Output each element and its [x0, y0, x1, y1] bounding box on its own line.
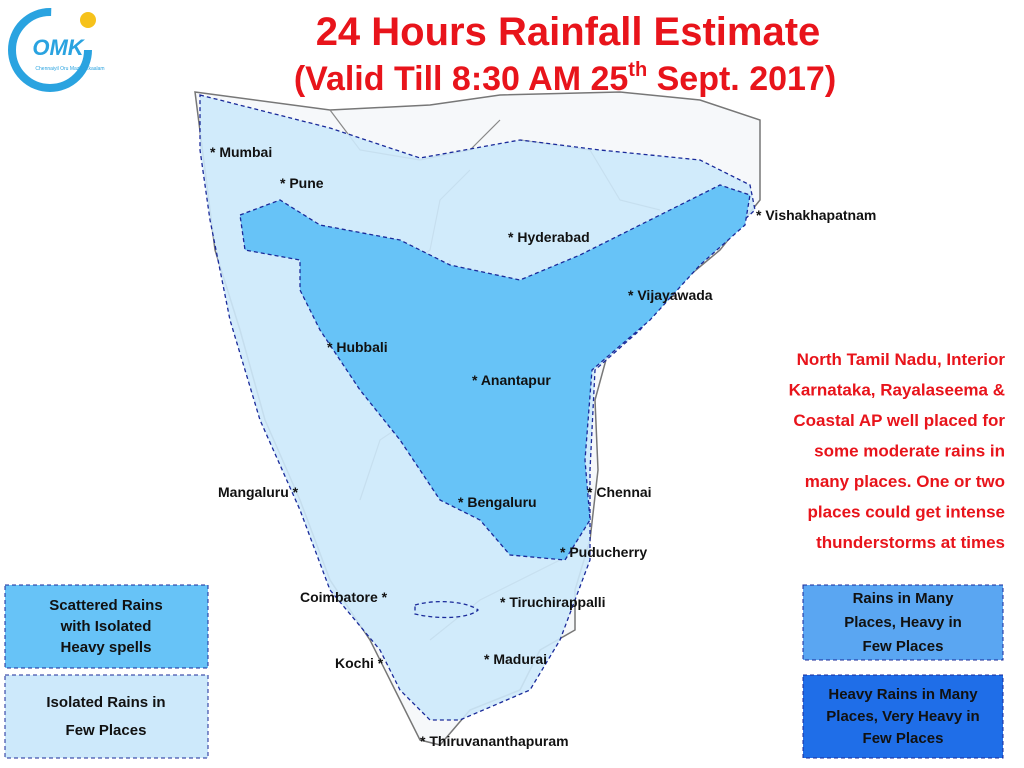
city-label: Coimbatore * — [300, 589, 388, 605]
legend-text: Few Places — [863, 730, 944, 747]
city-label: * Vishakhapatnam — [756, 207, 876, 223]
subtitle-text: Sept. 2017) — [647, 60, 836, 98]
logo-tagline: Chennaiyil Oru Mazhaikkaalam — [35, 66, 104, 72]
legend-text: Few Places — [66, 722, 147, 739]
logo-ring — [8, 8, 92, 92]
note-line: North Tamil Nadu, Interior — [797, 350, 1006, 369]
subtitle-text: (Valid Till 8:30 AM 25 — [294, 60, 628, 98]
legend-box — [4, 584, 209, 669]
legend-text: Few Places — [863, 638, 944, 655]
city-label: * Madurai — [484, 651, 547, 667]
legend-text: Heavy Rains in Many — [828, 686, 978, 703]
legend-box — [802, 584, 1004, 661]
city-label: * Pune — [280, 175, 324, 191]
city-label: * Thiruvananthapuram — [420, 733, 569, 749]
legend-text: Places, Heavy in — [844, 614, 962, 631]
note-line: thunderstorms at times — [816, 533, 1005, 552]
note-line: some moderate rains in — [814, 442, 1005, 461]
note-line: places could get intense — [808, 503, 1005, 522]
legend-text: Rains in Many — [853, 590, 955, 607]
title: 24 Hours Rainfall Estimate — [316, 10, 821, 54]
city-label: Kochi * — [335, 655, 384, 671]
note-line: many places. One or two — [805, 472, 1005, 491]
legend-text: Isolated Rains in — [46, 694, 165, 711]
city-label: * Tiruchirappalli — [500, 594, 606, 610]
note-line: Karnataka, Rayalaseema & — [789, 381, 1005, 400]
isolated-rain-blob — [414, 600, 479, 619]
legend-text: Scattered Rains — [49, 597, 162, 614]
city-label: Mangaluru * — [218, 484, 299, 500]
city-label: * Hyderabad — [508, 229, 590, 245]
city-label: * Anantapur — [472, 372, 551, 388]
legend-box — [4, 674, 209, 759]
note-line: Coastal AP well placed for — [793, 411, 1005, 430]
legend-box — [802, 674, 1004, 759]
logo-text: OMK — [32, 35, 85, 60]
city-label: * Chennai — [587, 484, 652, 500]
subtitle-sup: th — [628, 59, 647, 81]
legend-text: with Isolated — [60, 618, 152, 635]
city-label: * Vijayawada — [628, 287, 713, 303]
city-label: * Bengaluru — [458, 494, 537, 510]
city-label: * Mumbai — [210, 144, 272, 160]
legend-text: Places, Very Heavy in — [826, 708, 979, 725]
scattered-rain-region — [239, 184, 751, 561]
city-label: * Puducherry — [560, 544, 647, 560]
city-label: * Hubbali — [327, 339, 388, 355]
legend-text: Heavy spells — [61, 639, 152, 656]
subtitle: (Valid Till 8:30 AM 25th Sept. 2017) — [294, 59, 836, 98]
logo-sun — [80, 12, 96, 28]
